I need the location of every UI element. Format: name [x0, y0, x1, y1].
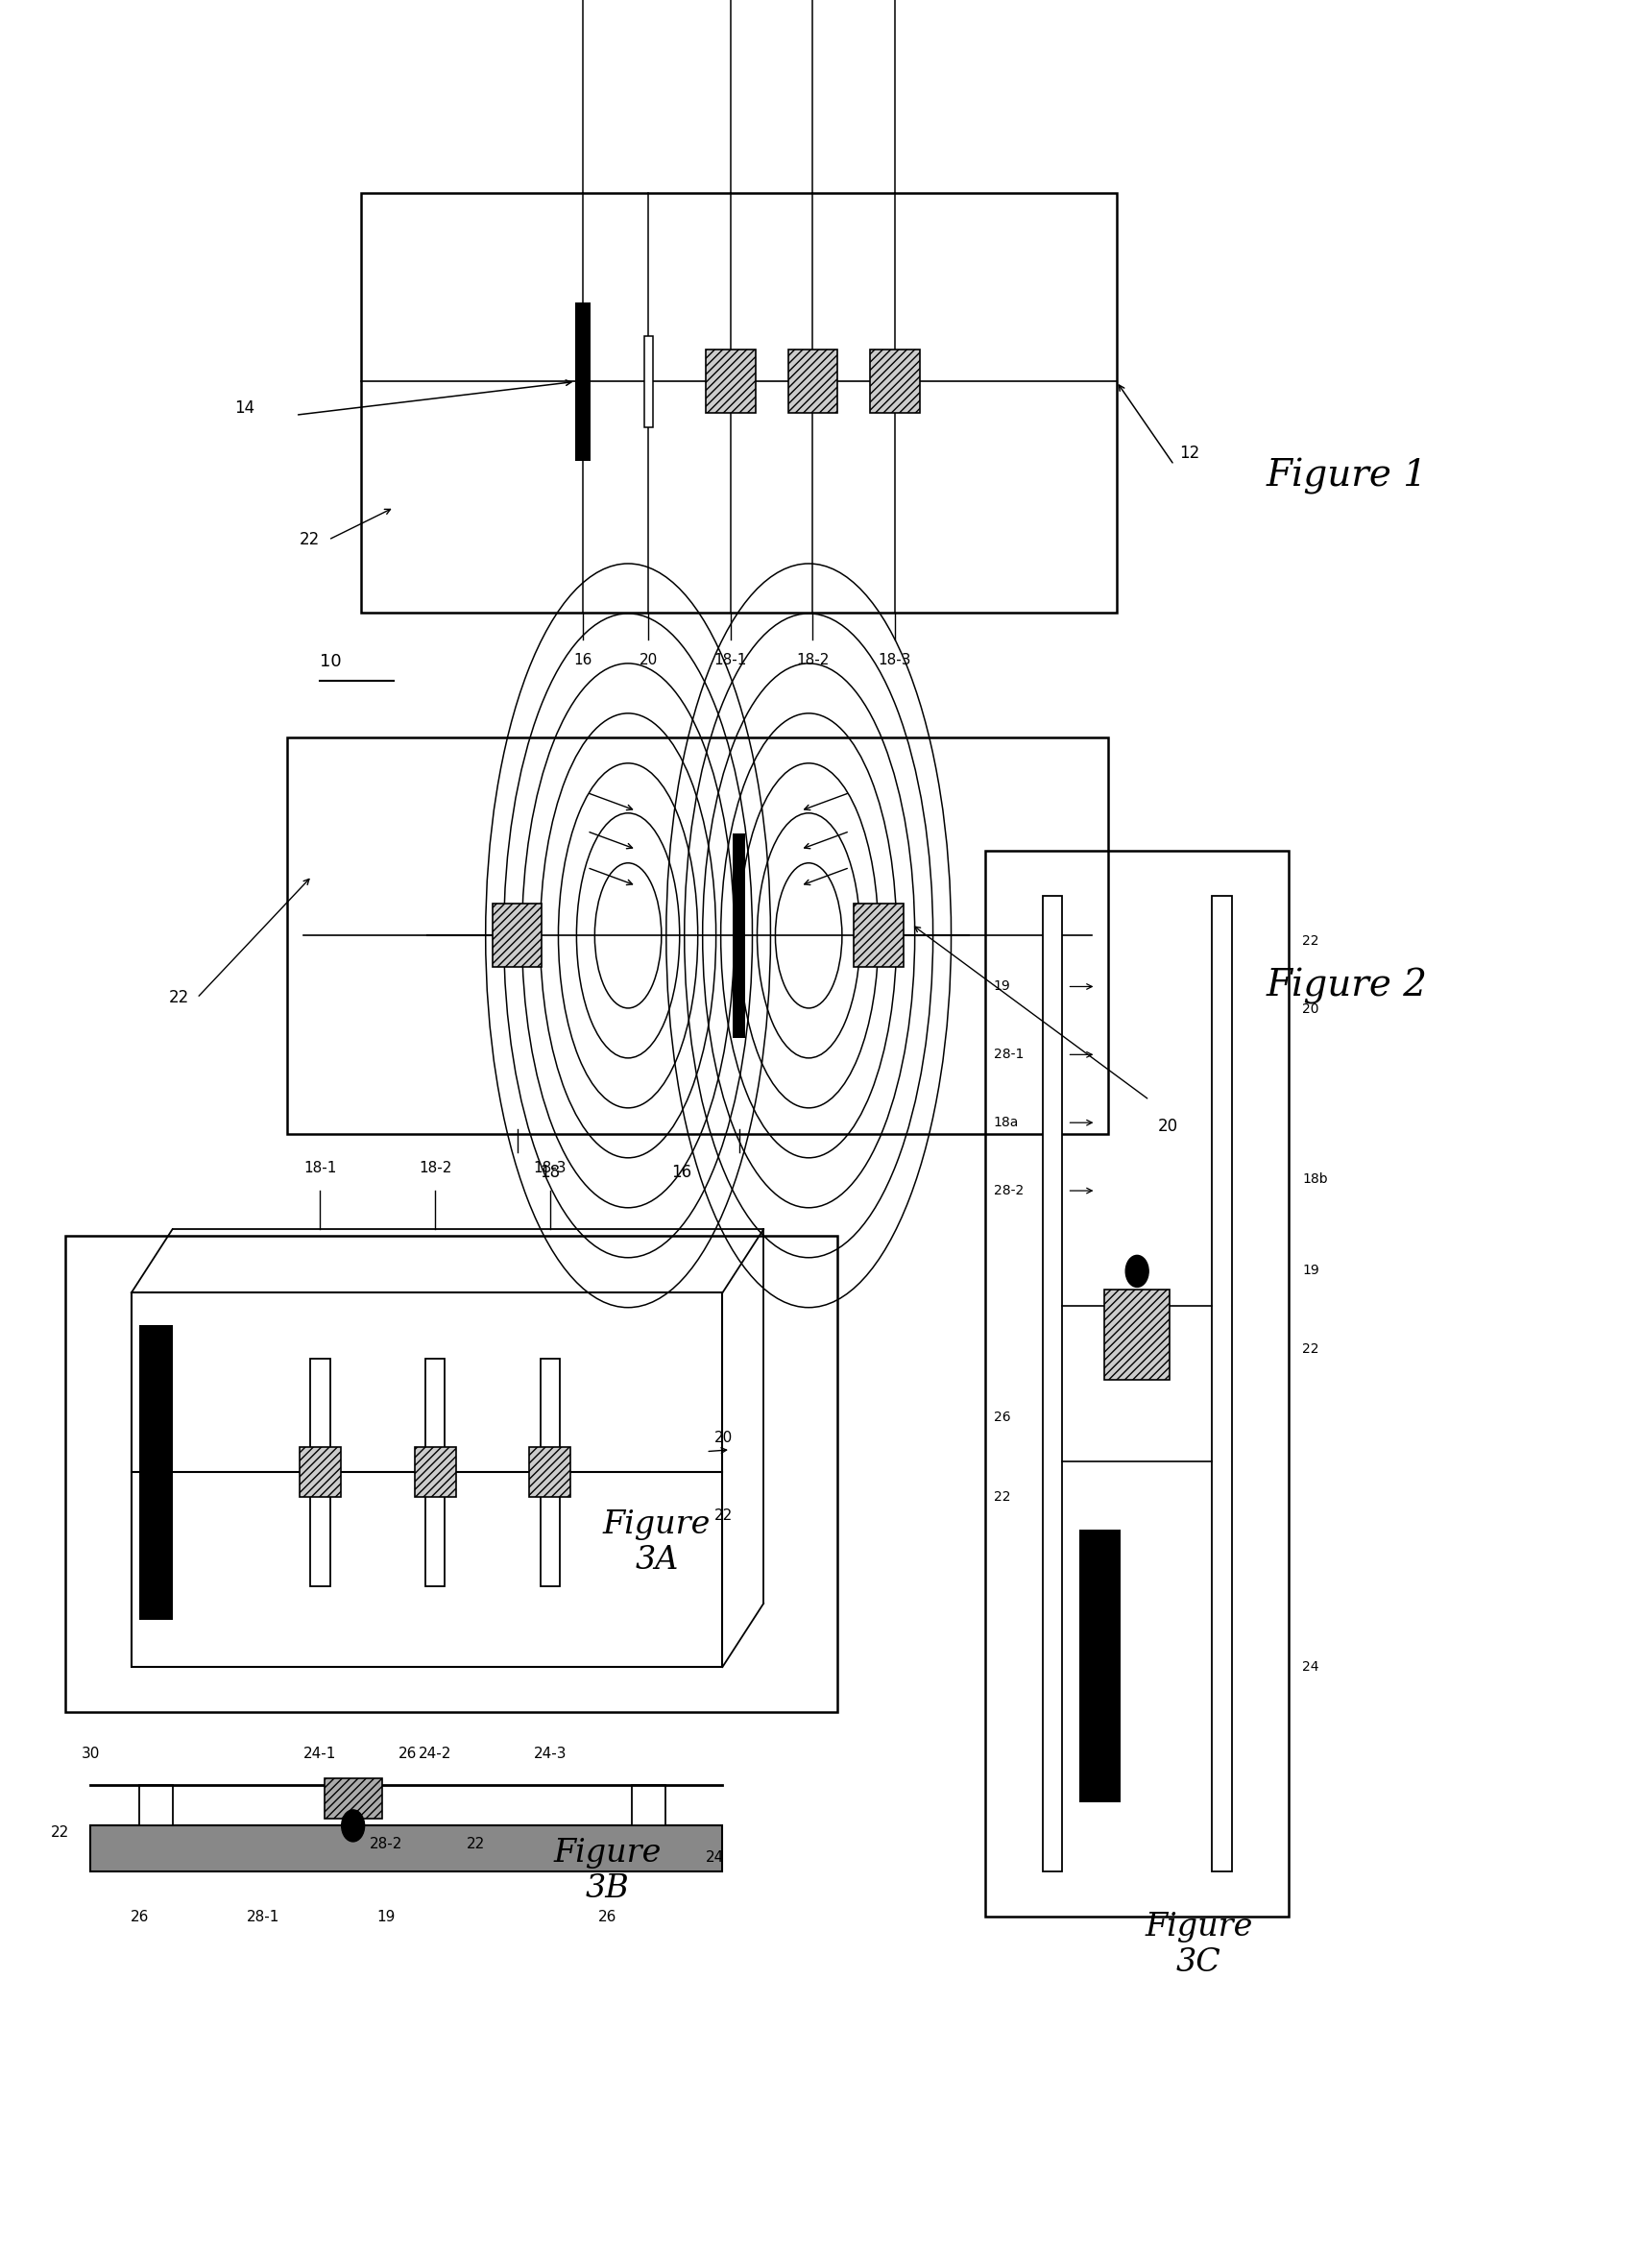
Text: 14: 14: [235, 399, 255, 417]
Text: 24-2: 24-2: [419, 1746, 452, 1760]
Text: 26: 26: [130, 1910, 149, 1923]
Bar: [66, 1236, 837, 1712]
Bar: [1212, 896, 1232, 1871]
Text: 22: 22: [1302, 1343, 1319, 1356]
Bar: [140, 1325, 172, 1619]
Bar: [325, 1778, 381, 1819]
Bar: [788, 349, 837, 413]
Text: Figure
3B: Figure 3B: [553, 1837, 662, 1905]
Text: 20: 20: [1302, 1002, 1319, 1016]
Bar: [854, 905, 903, 966]
Text: 18a: 18a: [993, 1116, 1018, 1129]
Text: 24: 24: [1302, 1660, 1319, 1674]
Bar: [299, 1447, 342, 1497]
Text: 18: 18: [540, 1163, 560, 1182]
Text: 28-2: 28-2: [993, 1184, 1023, 1198]
Text: 16: 16: [672, 1163, 691, 1182]
Text: 22: 22: [169, 989, 189, 1007]
Text: 18-1: 18-1: [304, 1161, 337, 1175]
Bar: [1043, 896, 1062, 1871]
Bar: [540, 1359, 560, 1585]
Circle shape: [342, 1810, 365, 1842]
Text: 18-3: 18-3: [878, 653, 911, 667]
Text: 28-1: 28-1: [993, 1048, 1023, 1061]
Text: 12: 12: [1179, 445, 1199, 463]
Text: Figure
3A: Figure 3A: [603, 1508, 711, 1576]
Bar: [493, 905, 542, 966]
Text: 22: 22: [714, 1508, 732, 1522]
Bar: [361, 193, 1117, 612]
Text: 26: 26: [598, 1910, 617, 1923]
Text: 22: 22: [1302, 934, 1319, 948]
Text: 18-2: 18-2: [796, 653, 829, 667]
Text: Figure 1: Figure 1: [1266, 458, 1427, 494]
Bar: [632, 1785, 665, 1826]
Text: 22: 22: [466, 1837, 486, 1851]
Text: 24-1: 24-1: [304, 1746, 337, 1760]
Text: 10: 10: [320, 653, 342, 671]
Text: 19: 19: [1302, 1263, 1319, 1277]
Bar: [131, 1293, 722, 1667]
Bar: [90, 1826, 722, 1871]
Bar: [287, 737, 1108, 1134]
Bar: [575, 302, 589, 460]
Text: 20: 20: [1158, 1118, 1177, 1136]
Bar: [1103, 1288, 1169, 1379]
Text: 19: 19: [376, 1910, 396, 1923]
Bar: [1080, 1529, 1120, 1801]
Text: 28-2: 28-2: [369, 1837, 402, 1851]
Bar: [644, 336, 652, 426]
Bar: [140, 1785, 172, 1826]
Text: 16: 16: [573, 653, 593, 667]
Text: 26: 26: [397, 1746, 417, 1760]
Bar: [985, 850, 1289, 1916]
Text: 30: 30: [80, 1746, 100, 1760]
Text: 22: 22: [300, 531, 320, 549]
Bar: [732, 835, 745, 1039]
Bar: [310, 1359, 330, 1585]
Text: 24-3: 24-3: [534, 1746, 566, 1760]
Text: Figure 2: Figure 2: [1266, 968, 1427, 1005]
Text: 26: 26: [993, 1411, 1010, 1424]
Text: 22: 22: [993, 1490, 1010, 1504]
Bar: [414, 1447, 456, 1497]
Text: 18-3: 18-3: [534, 1161, 566, 1175]
Text: 18-1: 18-1: [714, 653, 747, 667]
Text: 18b: 18b: [1302, 1173, 1328, 1186]
Bar: [425, 1359, 445, 1585]
Circle shape: [1126, 1256, 1149, 1288]
Bar: [706, 349, 755, 413]
Text: 22: 22: [51, 1826, 69, 1839]
Bar: [529, 1447, 571, 1497]
Text: 18-2: 18-2: [419, 1161, 452, 1175]
Text: 20: 20: [714, 1431, 732, 1445]
Text: 28-1: 28-1: [246, 1910, 279, 1923]
Text: 19: 19: [993, 980, 1010, 993]
Text: 24: 24: [706, 1851, 724, 1864]
Text: Figure
3C: Figure 3C: [1144, 1912, 1253, 1978]
Text: 20: 20: [639, 653, 658, 667]
Bar: [870, 349, 920, 413]
